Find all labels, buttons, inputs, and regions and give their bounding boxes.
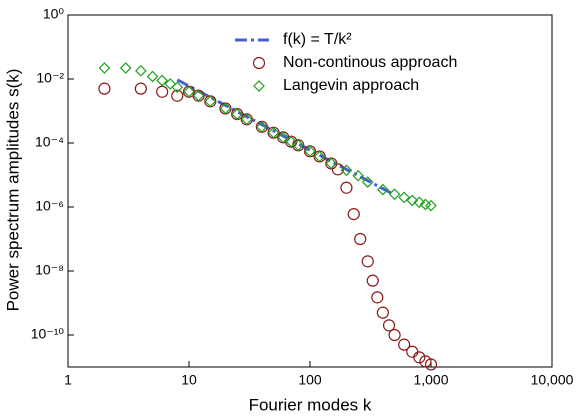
point [413,196,426,209]
point [313,150,326,163]
point [398,338,411,351]
y-axis-title: Power spectrum amplitudes s(k) [3,69,22,312]
point [304,145,316,158]
point [424,358,438,371]
point [119,62,132,74]
point [388,328,401,342]
x-tick-label: 1 [64,372,72,388]
x-tick-label: 10 [181,372,197,388]
point [292,139,305,152]
y-tick-label: 10⁻⁴ [35,134,64,150]
point [352,169,364,182]
point [192,89,205,102]
point [377,183,389,196]
point [406,345,419,358]
point [382,319,396,332]
point [156,74,169,87]
y-tick-label: 10⁻⁸ [35,262,64,278]
point [406,194,419,207]
point [340,164,353,177]
point [371,291,384,304]
point [376,306,389,319]
x-tick-label: 10,000 [531,372,574,388]
point [240,113,253,126]
legend-label: f(k) = T/k² [283,31,352,48]
point [277,131,290,144]
point [135,64,147,77]
point [156,85,169,98]
y-tick-label: 10⁻² [36,70,64,86]
x-axis-title: Fourier modes k [249,395,372,414]
point [347,207,360,221]
point [361,176,374,188]
point [325,157,338,170]
y-tick-label: 10⁻¹⁰ [31,326,65,342]
point [361,255,374,268]
point [425,199,437,212]
legend-label: Non-continous approach [283,54,457,71]
point [146,70,159,83]
x-tick-label: 100 [298,372,322,388]
point [204,95,217,108]
point [388,188,401,201]
x-tick-label: 1,000 [413,372,448,388]
point [331,163,344,176]
legend-label: Langevin approach [283,77,419,94]
point [413,351,426,364]
point [219,102,232,115]
point [366,274,379,287]
point [98,62,111,74]
point [398,191,411,204]
point [340,181,353,194]
point [164,78,177,90]
point [98,82,111,95]
point [171,81,184,94]
legend-swatch [252,56,266,70]
point [231,108,243,120]
point [285,135,298,148]
point [134,82,147,95]
point [354,232,367,246]
y-tick-label: 10⁻⁶ [35,198,64,214]
point [204,95,217,108]
point [183,85,195,98]
legend-swatch [253,80,265,92]
point [267,126,280,139]
y-tick-label: 10⁰ [43,6,65,22]
point [171,89,184,102]
point [256,120,268,133]
